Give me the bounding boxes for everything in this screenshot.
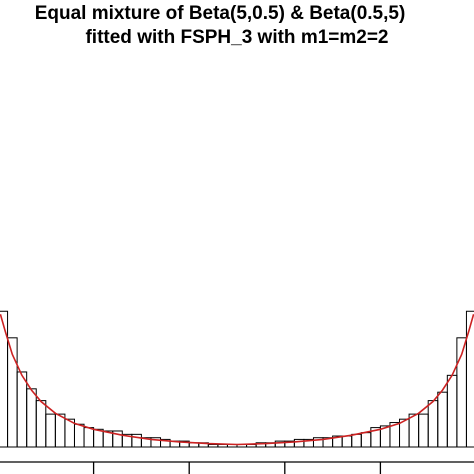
histogram-bar [427, 400, 439, 448]
histogram-bar [93, 428, 104, 448]
histogram-bar [73, 423, 85, 448]
histogram-bar [360, 432, 372, 448]
histogram-bar [446, 374, 458, 448]
x-axis [0, 461, 474, 474]
histogram-bar [341, 435, 353, 448]
histogram-bar [207, 443, 219, 448]
chart-title-line-2: fitted with FSPH_3 with m1=m2=2 [85, 27, 388, 48]
histogram-bar [437, 391, 448, 448]
histogram-bar [0, 310, 9, 448]
histogram-bar [54, 413, 66, 448]
histogram-bar [351, 433, 362, 448]
histogram-bar [418, 413, 429, 448]
histogram-bar [45, 413, 56, 448]
histogram-bars [0, 310, 474, 448]
histogram-bar [83, 427, 95, 448]
histogram-bar [26, 388, 37, 448]
fitted-density-curve [0, 313, 474, 446]
chart-title-line-1: Equal mixture of Beta(5,0.5) & Beta(0.5,… [35, 3, 406, 24]
histogram-bar [408, 413, 420, 448]
histogram-bar [465, 310, 474, 448]
histogram-bar [35, 400, 47, 448]
histogram-bar [16, 371, 28, 448]
